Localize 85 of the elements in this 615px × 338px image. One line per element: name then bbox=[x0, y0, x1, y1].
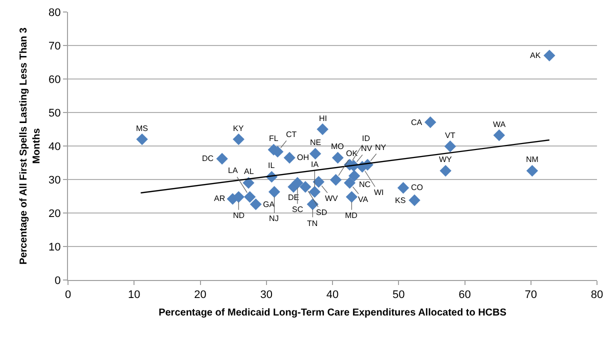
annotation: ID bbox=[362, 134, 370, 143]
point bbox=[309, 148, 322, 160]
x-tick-label: 70 bbox=[524, 289, 538, 302]
annotation: WY bbox=[439, 155, 453, 164]
annotation: ND bbox=[233, 211, 245, 220]
point bbox=[232, 133, 244, 146]
annotation: VA bbox=[358, 195, 369, 204]
annotation: KY bbox=[233, 124, 244, 133]
annotation: CO bbox=[411, 183, 423, 192]
point bbox=[250, 198, 262, 210]
point bbox=[408, 194, 420, 206]
point bbox=[308, 186, 320, 198]
x-tick-label: 0 bbox=[64, 289, 72, 302]
point bbox=[424, 116, 436, 128]
point bbox=[268, 186, 280, 198]
point bbox=[242, 177, 254, 189]
point bbox=[312, 176, 324, 188]
y-tick-label: 70 bbox=[48, 40, 61, 52]
annotation: MO bbox=[331, 142, 344, 151]
annotation: WA bbox=[493, 120, 506, 129]
annotation: DE bbox=[288, 193, 300, 202]
x-tick-label: 30 bbox=[260, 289, 273, 302]
point bbox=[244, 191, 256, 203]
annotation: NM bbox=[526, 155, 539, 164]
y-tick-label: 20 bbox=[48, 208, 61, 220]
annotation: HI bbox=[319, 114, 327, 123]
point bbox=[444, 140, 456, 152]
annotation: WV bbox=[325, 194, 339, 203]
point bbox=[316, 123, 328, 136]
y-tick-label: 30 bbox=[48, 174, 61, 186]
y-tick-label: 60 bbox=[48, 74, 61, 86]
annotation: AL bbox=[244, 167, 254, 176]
point bbox=[493, 129, 505, 142]
annotation: NV bbox=[361, 144, 373, 153]
annotation: LA bbox=[228, 166, 238, 175]
annotation: VT bbox=[445, 131, 456, 140]
annotation: NC bbox=[359, 180, 371, 189]
x-axis-title: Percentage of Medicaid Long-Term Care Expenditures Allocated to HCBS bbox=[158, 308, 507, 319]
annotation: SD bbox=[316, 208, 328, 217]
annotation: AK bbox=[530, 51, 542, 60]
point bbox=[397, 182, 410, 194]
annotation: NE bbox=[310, 138, 322, 147]
annotation: OK bbox=[346, 149, 358, 158]
annotation: CA bbox=[411, 118, 423, 127]
annotation: OH bbox=[297, 153, 310, 162]
point bbox=[330, 174, 342, 186]
annotation: SC bbox=[292, 205, 304, 214]
point bbox=[544, 50, 556, 62]
y-tick-label: 50 bbox=[48, 107, 61, 120]
annotation: AR bbox=[214, 194, 226, 203]
annotation: CT bbox=[286, 130, 297, 139]
point bbox=[284, 152, 296, 164]
x-tick-label: 60 bbox=[458, 289, 471, 302]
y-tick-label: 40 bbox=[48, 140, 61, 153]
y-tick-label: 10 bbox=[48, 241, 61, 254]
annotation: TN bbox=[307, 219, 318, 228]
x-tick-label: 10 bbox=[128, 289, 140, 302]
annotation: WI bbox=[374, 188, 384, 197]
x-tick-label: 20 bbox=[194, 289, 206, 302]
point bbox=[292, 177, 304, 189]
annotation: MS bbox=[136, 124, 148, 133]
point bbox=[346, 191, 358, 203]
annotation: GA bbox=[263, 200, 276, 209]
annotation: KS bbox=[395, 196, 406, 205]
point bbox=[526, 164, 538, 177]
annotation: FL bbox=[269, 134, 279, 143]
annotation: DC bbox=[202, 154, 214, 163]
y-tick-label: 0 bbox=[54, 274, 61, 287]
point bbox=[332, 152, 344, 164]
point bbox=[344, 177, 356, 189]
y-axis-title: Percentage of All First Spells Lasting Less Than 3 Months bbox=[18, 27, 43, 264]
x-tick-label: 80 bbox=[590, 289, 604, 302]
annotation: NJ bbox=[269, 214, 279, 223]
y-tick-label: 80 bbox=[48, 6, 61, 19]
point bbox=[216, 152, 228, 165]
point bbox=[136, 133, 148, 146]
x-tick-label: 40 bbox=[326, 289, 339, 302]
annotation: IL bbox=[268, 161, 276, 170]
annotation: NY bbox=[375, 143, 387, 152]
x-tick-label: 50 bbox=[392, 289, 405, 302]
annotation: IA bbox=[311, 160, 320, 169]
point bbox=[348, 170, 360, 182]
point bbox=[440, 164, 452, 177]
annotation: MD bbox=[345, 211, 358, 220]
point bbox=[300, 181, 312, 193]
